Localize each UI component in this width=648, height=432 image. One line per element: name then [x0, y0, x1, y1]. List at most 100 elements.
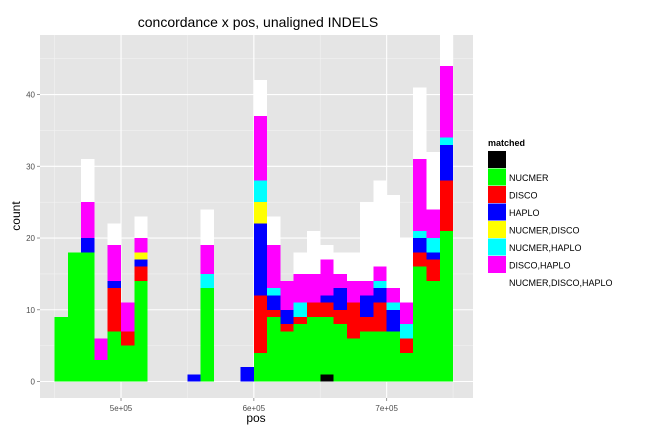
bar-segment	[413, 230, 427, 239]
bar-segment	[267, 245, 281, 289]
bar-segment	[439, 144, 454, 181]
bar-segment	[293, 252, 307, 274]
bar-segment	[333, 252, 347, 274]
stacked-bars	[54, 29, 454, 382]
bar-segment	[320, 302, 334, 317]
bar-segment	[253, 352, 268, 382]
bar-segment	[426, 281, 440, 382]
bar-segment	[267, 216, 281, 246]
bar-segment	[386, 194, 400, 289]
x-tick-label: 6e+05	[243, 404, 266, 413]
bar-segment	[67, 252, 82, 382]
bar-segment	[280, 309, 294, 325]
legend-label: NUCMER,HAPLO	[509, 243, 582, 253]
bar-segment	[333, 324, 347, 382]
bar-segment	[346, 252, 361, 282]
bar-segment	[346, 281, 361, 303]
legend-label: NUCMER	[509, 173, 549, 183]
bar-segment	[293, 273, 307, 303]
bar-segment	[333, 273, 347, 289]
legend-key	[488, 168, 506, 186]
bar-segment	[333, 288, 347, 310]
bar-segment	[280, 281, 294, 310]
bar-segment	[306, 230, 321, 274]
bar-segment	[293, 316, 307, 325]
bar-segment	[134, 252, 148, 260]
bar-segment	[439, 180, 454, 231]
legend: matched NUCMERDISCOHAPLONUCMER,DISCONUCM…	[488, 138, 613, 291]
bar-segment	[386, 309, 400, 332]
bar-segment	[253, 295, 268, 353]
bar-segment	[253, 180, 268, 203]
bar-segment	[200, 245, 214, 274]
legend-label: HAPLO	[509, 208, 540, 218]
bar-segment	[121, 331, 135, 346]
bar-segment	[399, 338, 414, 353]
bar-segment	[94, 359, 108, 382]
bar-segment	[107, 288, 122, 332]
y-tick-label: 30	[26, 162, 35, 171]
bar-segment	[373, 266, 387, 282]
bar-segment	[253, 80, 268, 117]
legend-key	[488, 186, 506, 203]
bar-segment	[399, 324, 414, 339]
bar-segment	[426, 259, 440, 282]
bar-segment	[107, 281, 122, 289]
bar-segment	[373, 331, 387, 382]
bar-segment	[360, 316, 374, 332]
bar-segment	[333, 309, 347, 325]
bar-segment	[81, 238, 95, 253]
x-axis-title: pos	[246, 411, 265, 425]
bar-segment	[360, 281, 374, 296]
bar-segment	[320, 295, 334, 303]
legend-key	[488, 203, 506, 221]
bar-segment	[346, 302, 361, 339]
bar-segment	[413, 252, 427, 267]
x-tick-label: 5e+05	[110, 404, 133, 413]
bar-segment	[240, 367, 254, 382]
bar-segment	[253, 202, 268, 224]
bar-segment	[413, 238, 427, 253]
y-tick-label: 0	[31, 378, 36, 387]
bar-segment	[187, 374, 201, 382]
bar-segment	[399, 352, 414, 382]
bar-segment	[253, 223, 268, 296]
bar-segment	[134, 281, 148, 382]
bar-segment	[107, 331, 122, 382]
bar-segment	[267, 309, 281, 317]
bar-segment	[134, 259, 148, 267]
bar-segment	[386, 331, 400, 382]
bar-segment	[121, 302, 135, 332]
legend-items: NUCMER DISCO HAPLO NUCMER,DISCO NUCMER,HAPLO…	[488, 151, 613, 291]
bar-segment	[134, 216, 148, 239]
chart-title: concordance x pos, unaligned INDELS	[138, 14, 378, 30]
y-tick-label: 40	[26, 91, 35, 100]
x-axis-ticks: 5e+05 6e+05 7e+05	[110, 398, 398, 413]
bar-segment	[280, 324, 294, 332]
y-axis-title: count	[9, 201, 23, 231]
bar-segment	[320, 374, 334, 382]
bar-segment	[107, 245, 122, 282]
legend-label: NUCMER,DISCO,HAPLO	[509, 278, 613, 288]
bar-segment	[81, 252, 95, 382]
legend-key	[488, 256, 506, 273]
bar-segment	[107, 223, 122, 246]
bar-segment	[200, 288, 214, 382]
bar-segment	[360, 295, 374, 317]
legend-key	[488, 238, 506, 256]
legend-key	[488, 151, 506, 168]
bar-segment	[267, 288, 281, 296]
bar-segment	[439, 29, 454, 66]
bar-segment	[253, 116, 268, 181]
bar-segment	[280, 331, 294, 382]
bar-segment	[267, 295, 281, 310]
legend-title: matched	[488, 138, 525, 148]
bar-segment	[293, 324, 307, 382]
bar-segment	[426, 238, 440, 253]
bar-segment	[81, 202, 95, 239]
bar-segment	[267, 316, 281, 382]
bar-segment	[200, 209, 214, 246]
bar-segment	[360, 331, 374, 382]
bar-segment	[360, 202, 374, 282]
